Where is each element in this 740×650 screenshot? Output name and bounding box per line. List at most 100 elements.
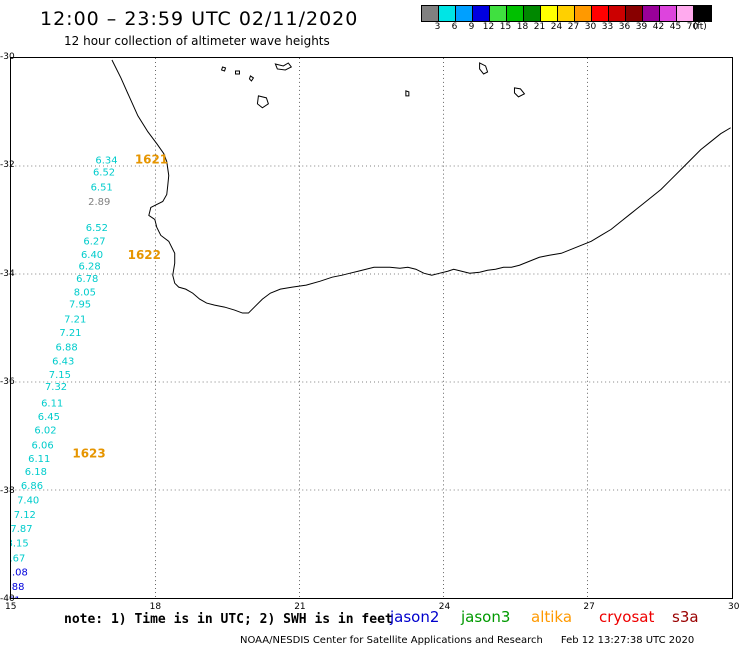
swh-reading: 6.18 bbox=[25, 467, 47, 478]
latitude-label: -36 bbox=[0, 377, 15, 388]
legend-swatch bbox=[592, 6, 609, 21]
swh-reading: 8.05 bbox=[74, 288, 96, 299]
legend-swatch bbox=[609, 6, 626, 21]
swh-reading: 6.78 bbox=[76, 274, 98, 285]
swh-reading: 6.11 bbox=[28, 454, 50, 465]
coastline bbox=[111, 59, 731, 314]
legend-swatch bbox=[490, 6, 507, 21]
altimeter-observations: 6.34 6.52 6.51 2.89 6.52 6.27 6.406.286.78 8.05… bbox=[10, 152, 168, 599]
generated-timestamp: Feb 12 13:27:38 UTC 2020 bbox=[560, 635, 695, 646]
swh-reading: 10.88 bbox=[10, 582, 24, 593]
lat-lon-grid bbox=[11, 58, 732, 598]
legend-label: 45 bbox=[669, 22, 682, 32]
island bbox=[405, 90, 410, 97]
longitude-label: 24 bbox=[438, 602, 451, 612]
legend-swatch bbox=[524, 6, 541, 21]
swh-reading: 7.21 bbox=[59, 328, 81, 339]
legend-label: 21 bbox=[533, 22, 546, 32]
coastline-west-south bbox=[111, 59, 731, 314]
color-legend-labels: 3 6 9 12 15 18 21 24 27 30 33 36 39 42 45 70 (ft) bbox=[421, 22, 740, 34]
latitude-label: -40 bbox=[0, 594, 15, 604]
pass-time-label: 1623 bbox=[72, 447, 105, 461]
legend-swatch bbox=[643, 6, 660, 21]
legend-swatch bbox=[507, 6, 524, 21]
swh-reading: 6.27 bbox=[83, 236, 105, 247]
legend-swatch bbox=[558, 6, 575, 21]
legend-label: 42 bbox=[652, 22, 665, 32]
swh-reading: 6.06 bbox=[32, 440, 54, 451]
island bbox=[274, 62, 293, 71]
longitude-label: 21 bbox=[294, 602, 306, 612]
swh-reading: 6.02 bbox=[34, 425, 56, 436]
swh-reading: 11.08 bbox=[10, 567, 28, 578]
legend-swatch bbox=[439, 6, 456, 21]
map-title: 12:00 – 23:59 UTC 02/11/2020 bbox=[40, 8, 359, 30]
swh-reading: 7.32 bbox=[45, 382, 67, 393]
legend-label: 18 bbox=[516, 22, 529, 32]
swh-reading: 7.87 bbox=[10, 524, 32, 535]
swh-reading: 6.88 bbox=[56, 343, 78, 354]
island bbox=[235, 70, 240, 75]
legend-label: 24 bbox=[550, 22, 563, 32]
island bbox=[248, 75, 255, 82]
legend-label: 3 bbox=[434, 22, 441, 32]
legend-unit: (ft) bbox=[693, 22, 707, 32]
legend-swatch bbox=[456, 6, 473, 21]
swh-reading: 6.51 bbox=[91, 182, 113, 193]
pass-time-label: 1622 bbox=[128, 248, 161, 262]
longitude-label: 30 bbox=[728, 602, 740, 612]
island bbox=[256, 95, 269, 109]
satellite-cryosat: cryosat bbox=[599, 608, 655, 626]
longitude-label: 18 bbox=[149, 602, 162, 612]
latitude-label: -34 bbox=[0, 268, 15, 279]
legend-label: 39 bbox=[635, 22, 648, 32]
legend-swatch bbox=[677, 6, 694, 21]
legend-label: 9 bbox=[468, 22, 475, 32]
island bbox=[479, 62, 489, 75]
legend-label: 30 bbox=[584, 22, 597, 32]
credit-line: NOAA/NESDIS Center for Satellite Applica… bbox=[240, 635, 694, 646]
swh-reading: 6.86 bbox=[21, 481, 43, 492]
island bbox=[220, 66, 227, 72]
swh-reading: 6.34 bbox=[95, 155, 117, 166]
legend-label: 15 bbox=[499, 22, 512, 32]
swh-reading: 10.61 bbox=[10, 595, 21, 599]
footer-note: note: 1) Time is in UTC; 2) SWH is in fe… bbox=[64, 612, 393, 627]
swh-reading: 6.43 bbox=[52, 357, 74, 368]
legend-label: 6 bbox=[451, 22, 458, 32]
legend-swatch bbox=[541, 6, 558, 21]
satellite-s3a: s3a bbox=[672, 608, 699, 626]
swh-reading: 7.15 bbox=[49, 370, 71, 381]
satellite-altika: altika bbox=[531, 608, 573, 626]
latitude-label: -30 bbox=[0, 52, 15, 62]
longitude-label: 15 bbox=[5, 602, 17, 612]
legend-swatch bbox=[626, 6, 643, 21]
swh-reading: 6.52 bbox=[86, 223, 108, 234]
longitude-label: 27 bbox=[583, 602, 595, 612]
swh-reading: 6.11 bbox=[41, 398, 63, 409]
swh-reading: 6.52 bbox=[93, 168, 115, 179]
legend-label: 33 bbox=[601, 22, 614, 32]
satellite-jason3: jason3 bbox=[461, 608, 511, 626]
map-subtitle: 12 hour collection of altimeter wave hei… bbox=[64, 34, 330, 48]
legend-label: 36 bbox=[618, 22, 631, 32]
swh-reading: 6.40 bbox=[81, 250, 103, 261]
map-panel: 6.34 6.52 6.51 2.89 6.52 6.27 6.406.286.78 8.05… bbox=[10, 57, 733, 599]
swh-reading: 8.67 bbox=[10, 553, 25, 564]
legend-label: 70 bbox=[686, 22, 699, 32]
swh-reading: 6.28 bbox=[79, 262, 101, 273]
legend-label: 12 bbox=[482, 22, 495, 32]
island bbox=[513, 87, 526, 98]
legend-swatch bbox=[694, 6, 711, 21]
color-legend bbox=[421, 5, 712, 22]
pass-time-label: 1621 bbox=[135, 152, 168, 166]
latitude-label: -38 bbox=[0, 485, 15, 496]
latitude-label: -32 bbox=[0, 160, 15, 171]
swh-reading: 8.15 bbox=[10, 539, 29, 550]
swh-reading: 2.89 bbox=[88, 197, 110, 208]
swh-reading: 6.45 bbox=[38, 412, 60, 423]
legend-swatch bbox=[575, 6, 592, 21]
credit-text: NOAA/NESDIS Center for Satellite Applica… bbox=[240, 635, 543, 646]
swh-reading: 7.12 bbox=[14, 510, 36, 521]
